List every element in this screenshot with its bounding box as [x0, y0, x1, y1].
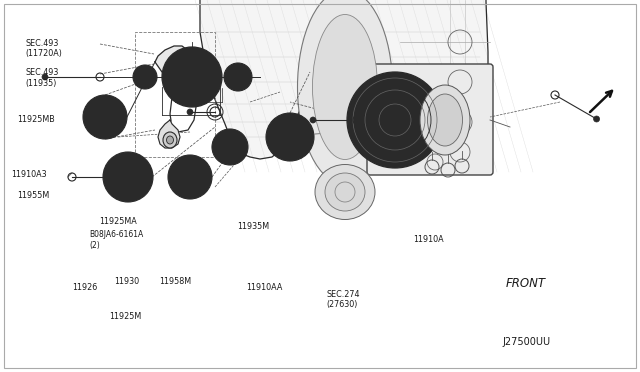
- Polygon shape: [158, 120, 180, 148]
- FancyBboxPatch shape: [367, 64, 493, 175]
- Circle shape: [593, 116, 600, 122]
- Circle shape: [181, 168, 199, 186]
- Circle shape: [168, 155, 212, 199]
- Circle shape: [107, 174, 113, 180]
- Circle shape: [212, 129, 248, 165]
- Circle shape: [179, 64, 205, 90]
- Circle shape: [187, 109, 193, 115]
- Circle shape: [222, 139, 238, 155]
- Circle shape: [117, 166, 139, 188]
- Circle shape: [280, 127, 300, 147]
- Ellipse shape: [312, 15, 378, 160]
- Text: SEC.493
(11720A): SEC.493 (11720A): [26, 39, 63, 58]
- Ellipse shape: [298, 0, 392, 185]
- Circle shape: [42, 74, 48, 80]
- Ellipse shape: [428, 94, 463, 146]
- Text: SEC.274
(27630): SEC.274 (27630): [326, 290, 360, 309]
- Text: FRONT: FRONT: [506, 277, 545, 290]
- Ellipse shape: [163, 132, 177, 148]
- Circle shape: [224, 63, 252, 91]
- Text: 11910A: 11910A: [413, 235, 444, 244]
- Ellipse shape: [325, 173, 365, 211]
- Text: 11925MA: 11925MA: [99, 217, 137, 226]
- Text: 11910AA: 11910AA: [246, 283, 283, 292]
- Polygon shape: [155, 46, 194, 80]
- Circle shape: [266, 113, 314, 161]
- Text: 11925MB: 11925MB: [17, 115, 55, 124]
- Text: 11955M: 11955M: [17, 191, 49, 200]
- Text: 11910A3: 11910A3: [12, 170, 47, 179]
- Polygon shape: [200, 0, 488, 168]
- Ellipse shape: [420, 85, 470, 155]
- Text: 11926: 11926: [72, 283, 97, 292]
- Circle shape: [133, 65, 157, 89]
- Circle shape: [375, 100, 415, 140]
- Circle shape: [83, 95, 127, 139]
- Text: 11930: 11930: [114, 278, 139, 286]
- Ellipse shape: [166, 136, 173, 144]
- Ellipse shape: [315, 164, 375, 219]
- Circle shape: [310, 117, 316, 123]
- Circle shape: [103, 152, 153, 202]
- Text: B08JA6-6161A
(2): B08JA6-6161A (2): [90, 230, 144, 250]
- Circle shape: [347, 72, 443, 168]
- Circle shape: [162, 47, 222, 107]
- Circle shape: [140, 72, 150, 82]
- Text: J27500UU: J27500UU: [502, 337, 550, 347]
- Circle shape: [96, 108, 114, 126]
- Text: SEC.493
(11935): SEC.493 (11935): [26, 68, 59, 88]
- Text: 11925M: 11925M: [109, 312, 141, 321]
- Text: 11935M: 11935M: [237, 222, 269, 231]
- Circle shape: [232, 71, 244, 83]
- Text: 11958M: 11958M: [159, 278, 191, 286]
